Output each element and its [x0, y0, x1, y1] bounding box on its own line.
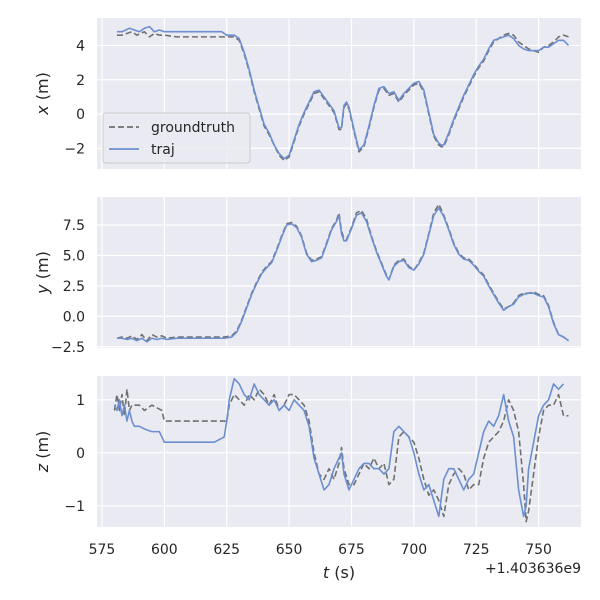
y-axis-label: y (m): [33, 251, 52, 295]
x-tick-label: 675: [338, 542, 365, 558]
y-tick-label: 0: [76, 107, 85, 123]
x-tick-label: 725: [463, 542, 490, 558]
legend-box: [102, 112, 251, 164]
y-tick-label: 5.0: [63, 248, 85, 264]
series-line-traj: [116, 25, 570, 160]
y-tick-label: 0: [76, 446, 85, 462]
panel-y: 7.5 5.0 2.5 0.0 −2.5 y (m): [33, 197, 581, 356]
legend: groundtruth traj: [102, 112, 251, 164]
y-axis-label: x (m): [33, 72, 52, 116]
panel-z: 1 0 −1 z (m) 575 600 625 650 675 700 725 750 t (s) +1…: [33, 376, 581, 582]
legend-label-traj: traj: [151, 142, 175, 158]
legend-label-groundtruth: groundtruth: [151, 120, 235, 136]
y-tick-label: 2: [76, 73, 85, 89]
series-line-traj: [116, 207, 570, 343]
x-tick-label: 575: [89, 542, 116, 558]
x-tick-label: 700: [400, 542, 427, 558]
series-line-traj: [113, 377, 565, 518]
y-tick-label: −2.5: [51, 340, 85, 356]
x-offset-label: +1.403636e9: [485, 561, 581, 577]
y-tick-label: −2: [64, 141, 85, 157]
series-line-groundtruth: [113, 388, 569, 523]
x-tick-label: 650: [276, 542, 303, 558]
y-tick-label: −1: [64, 499, 85, 515]
x-axis-label: t (s): [323, 563, 355, 582]
y-tick-label: 2.5: [63, 279, 85, 295]
y-tick-label: 7.5: [63, 218, 85, 234]
plot-area: [97, 197, 581, 348]
y-axis-label: z (m): [33, 431, 52, 474]
panel-x: 4 2 0 −2 x (m) groundtruth traj: [33, 18, 581, 169]
y-tick-label: 1: [76, 393, 85, 409]
y-tick-label: 4: [76, 38, 85, 54]
x-tick-label: 750: [525, 542, 552, 558]
plot-area: [97, 376, 581, 527]
x-tick-label: 625: [213, 542, 240, 558]
y-tick-label: 0.0: [63, 309, 85, 325]
x-tick-label: 600: [151, 542, 178, 558]
